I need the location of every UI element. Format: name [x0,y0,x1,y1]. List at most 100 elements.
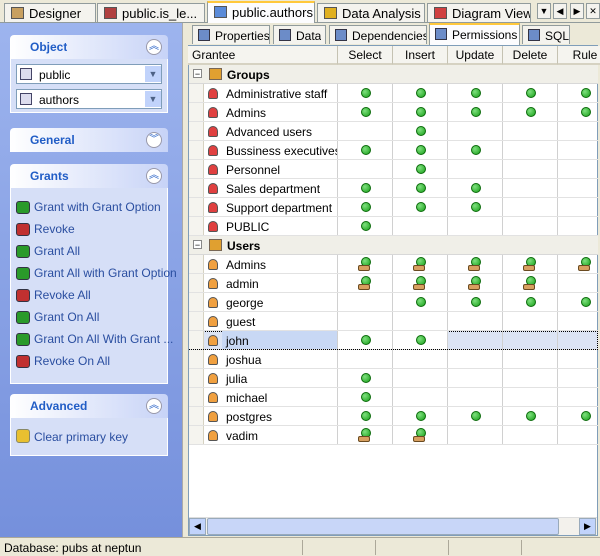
grid-row[interactable]: postgres [189,407,598,426]
permission-cell[interactable] [338,122,393,140]
grid-row[interactable]: joshua [189,350,598,369]
tab-nav-button[interactable]: ◀ [553,3,567,19]
permission-cell[interactable] [393,350,448,368]
permission-cell[interactable] [503,217,558,235]
permission-cell[interactable] [448,350,503,368]
combobox[interactable]: public ▼ [16,64,162,84]
permission-cell[interactable] [558,369,598,387]
panel-header[interactable]: Grants ︽ [10,164,168,188]
permission-cell[interactable] [338,217,393,235]
permission-cell[interactable] [393,217,448,235]
permission-cell[interactable] [448,160,503,178]
sub-tab[interactable]: SQL [522,25,570,44]
permission-cell[interactable] [558,179,598,197]
action-link[interactable]: Clear primary key [34,430,129,444]
grid-row[interactable]: Admins [189,255,598,274]
permission-cell[interactable] [503,198,558,216]
permission-cell[interactable] [448,103,503,121]
permission-cell[interactable] [558,312,598,330]
permission-cell[interactable] [448,141,503,159]
permission-cell[interactable] [558,103,598,121]
column-header[interactable]: Insert [393,46,448,65]
permission-cell[interactable] [503,293,558,311]
permission-cell[interactable] [558,331,598,349]
permission-cell[interactable] [558,255,598,273]
permission-cell[interactable] [448,179,503,197]
permission-cell[interactable] [558,274,598,292]
permission-cell[interactable] [393,274,448,292]
scroll-right[interactable]: ▶ [579,518,596,535]
permission-cell[interactable] [503,84,558,102]
permission-cell[interactable] [448,293,503,311]
grid-row[interactable]: Advanced users [189,122,598,141]
column-header[interactable]: Select [338,46,393,65]
grid-row[interactable]: Admins [189,103,598,122]
column-header[interactable]: Update [448,46,503,65]
column-header[interactable]: Grantee [188,46,338,65]
permission-cell[interactable] [503,407,558,425]
permission-cell[interactable] [338,293,393,311]
permission-cell[interactable] [503,141,558,159]
panel-header[interactable]: Advanced ︽ [10,394,168,418]
permission-cell[interactable] [558,160,598,178]
permission-cell[interactable] [503,274,558,292]
sub-tab[interactable]: Data [273,25,326,44]
sub-tab[interactable]: Dependencies [329,25,427,44]
collapse-button[interactable]: ︽ [146,398,162,414]
permission-cell[interactable] [558,84,598,102]
permission-cell[interactable] [393,255,448,273]
column-header[interactable]: Delete [503,46,558,65]
permission-cell[interactable] [448,198,503,216]
document-tab[interactable]: Designer [4,3,96,22]
permission-cell[interactable] [338,407,393,425]
permission-cell[interactable] [448,312,503,330]
sub-tab[interactable]: Permissions [429,23,520,45]
tab-nav-button[interactable]: ▶ [570,3,584,19]
permission-cell[interactable] [338,255,393,273]
permission-cell[interactable] [338,141,393,159]
permission-cell[interactable] [558,198,598,216]
permission-cell[interactable] [393,293,448,311]
permission-cell[interactable] [448,388,503,406]
permission-cell[interactable] [558,293,598,311]
grid-row[interactable]: vadim [189,426,598,445]
permission-cell[interactable] [503,255,558,273]
grid-row[interactable]: admin [189,274,598,293]
grid-row[interactable]: Administrative staff [189,84,598,103]
permission-cell[interactable] [393,198,448,216]
permission-cell[interactable] [448,217,503,235]
permission-cell[interactable] [393,312,448,330]
permission-cell[interactable] [503,426,558,444]
action-link[interactable]: Revoke All [34,288,91,302]
grid-row[interactable]: julia [189,369,598,388]
expand-box[interactable]: − [193,69,202,78]
document-tab[interactable]: Diagram View [427,3,531,22]
column-header[interactable]: Rule [558,46,600,65]
permission-cell[interactable] [448,369,503,387]
permission-cell[interactable] [393,407,448,425]
permission-cell[interactable] [393,179,448,197]
scroll-left[interactable]: ◀ [189,518,206,535]
permission-cell[interactable] [338,84,393,102]
collapse-button[interactable]: ︽ [146,168,162,184]
collapse-button[interactable]: ︾ [146,132,162,148]
permission-cell[interactable] [338,369,393,387]
permission-cell[interactable] [503,369,558,387]
permission-cell[interactable] [503,350,558,368]
permission-cell[interactable] [393,331,448,349]
permission-cell[interactable] [338,331,393,349]
permission-cell[interactable] [448,255,503,273]
grid-row[interactable]: john [189,331,598,350]
permission-cell[interactable] [448,122,503,140]
grid-row[interactable]: Sales department [189,179,598,198]
action-link[interactable]: Grant On All [34,310,100,324]
permission-cell[interactable] [558,388,598,406]
permission-cell[interactable] [393,369,448,387]
panel-header[interactable]: Object ︽ [10,35,168,59]
grid-row[interactable]: george [189,293,598,312]
permission-cell[interactable] [558,122,598,140]
permission-cell[interactable] [393,84,448,102]
permission-cell[interactable] [558,426,598,444]
permission-cell[interactable] [338,179,393,197]
grid-row[interactable]: Personnel [189,160,598,179]
